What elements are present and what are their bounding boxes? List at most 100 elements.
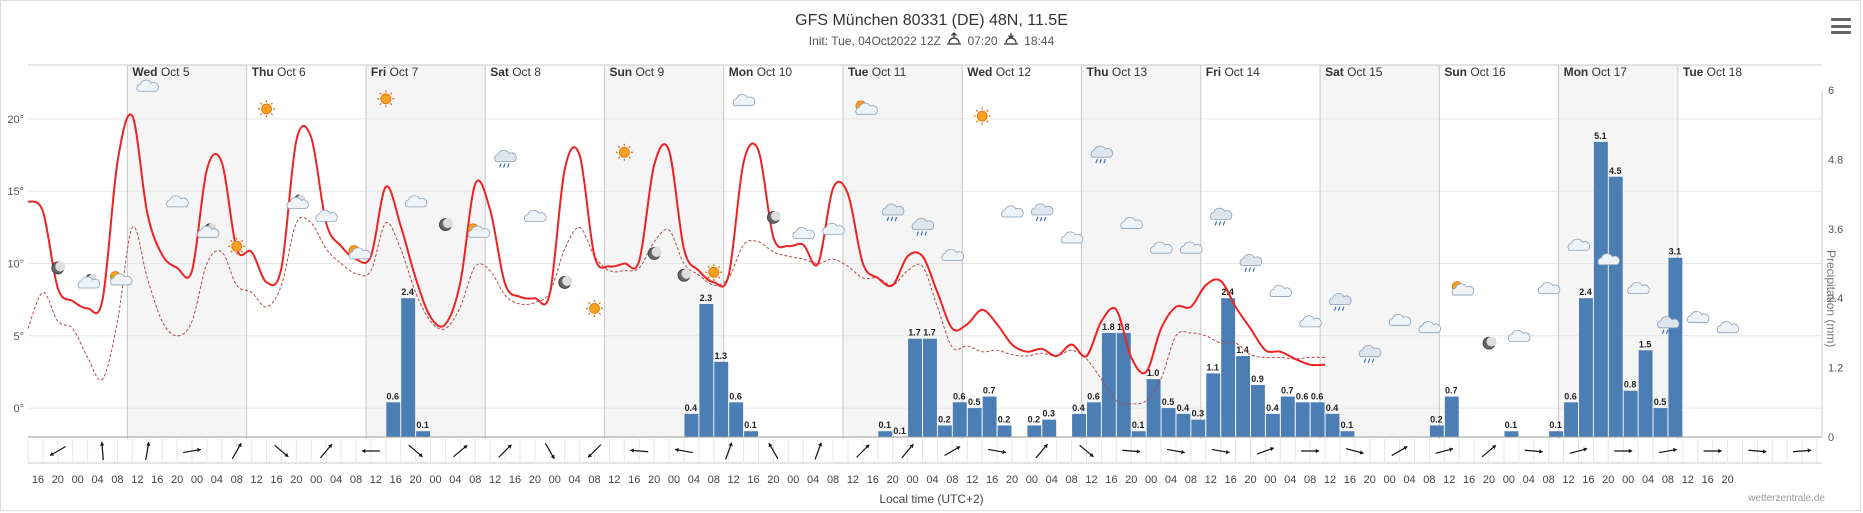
day-band: [843, 65, 963, 437]
sun-cloud-icon: [348, 245, 371, 260]
precip-value-label: 0.6: [1296, 391, 1309, 401]
precip-value-label: 0.1: [744, 420, 757, 430]
wind-arrow-icon: [498, 444, 512, 458]
wind-arrow-icon: [1748, 449, 1767, 454]
cloud-icon: [941, 248, 964, 261]
precip-value-label: 0.4: [685, 403, 698, 413]
day-label: Mon Oct 17: [1564, 65, 1628, 79]
y-tick-label: 10°: [7, 259, 24, 271]
credits-link[interactable]: wetterzentrale.de: [1748, 493, 1825, 504]
precip-bar: [1623, 390, 1638, 437]
wind-arrow-icon: [231, 442, 242, 460]
cloud-icon: [524, 209, 547, 222]
sun-icon: [377, 90, 395, 108]
precip-bar: [744, 431, 759, 437]
precip-value-label: 0.3: [1192, 409, 1205, 419]
precip-bar: [1161, 408, 1176, 437]
precip-bar: [967, 408, 982, 437]
hour-tick-label: 08: [708, 474, 720, 486]
axes: 0° 5° 10° 15° 20° 0 1.2 2.4 3.6 4.8 6 Wed Oct 5 Thu …: [7, 65, 1843, 486]
hour-tick-label: 04: [1284, 474, 1296, 486]
wind-arrow-icon: [901, 443, 914, 459]
hour-tick-label: 20: [648, 474, 660, 486]
cloud-icon: [1001, 205, 1024, 218]
hour-tick-label: 04: [1165, 474, 1177, 486]
y2-axis-title: Precipitation (mm): [1824, 250, 1838, 348]
hour-tick-label: 00: [549, 474, 561, 486]
precip-value-label: 0.7: [1445, 386, 1458, 396]
sun-cloud-icon: [110, 271, 133, 286]
hour-tick-label: 12: [847, 474, 859, 486]
hour-tick-label: 16: [986, 474, 998, 486]
precip-value-label: 0.4: [1266, 403, 1279, 413]
hour-tick-label: 20: [1006, 474, 1018, 486]
precip-value-label: 0.6: [729, 391, 742, 401]
hour-tick-label: 12: [1562, 474, 1574, 486]
sun-icon: [705, 263, 723, 281]
wind-arrow-icon: [1035, 443, 1049, 459]
precip-bar: [1206, 373, 1221, 437]
hamburger-menu-icon[interactable]: [1831, 18, 1851, 34]
precip-bar: [982, 396, 997, 437]
menu-bar: [1831, 24, 1851, 28]
wind-arrow-icon: [1793, 448, 1812, 453]
precip-bar: [908, 338, 923, 437]
precip-value-label: 0.2: [998, 414, 1011, 424]
sun-icon: [586, 299, 604, 317]
precip-value-label: 0.1: [1505, 420, 1518, 430]
rain-icon: [881, 203, 905, 222]
sunset-time: 18:44: [1024, 34, 1055, 48]
precip-value-label: 1.3: [714, 351, 727, 361]
moon-cloud-icon: [197, 223, 220, 238]
precip-bar: [878, 431, 893, 437]
sun-icon: [228, 237, 246, 255]
cloud-icon: [822, 222, 845, 235]
precip-bar: [729, 402, 744, 437]
hour-tick-label: 20: [171, 474, 183, 486]
hour-tick-label: 08: [827, 474, 839, 486]
hour-tick-label: 16: [32, 474, 44, 486]
precip-value-label: 1.1: [1206, 362, 1219, 372]
cloud-icon: [1120, 217, 1143, 229]
precip-value-label: 4.5: [1609, 166, 1622, 176]
hour-tick-label: 00: [1622, 474, 1634, 486]
y-tick-label: 15°: [7, 186, 24, 198]
precip-value-label: 1.5: [1639, 339, 1652, 349]
cloud-icon: [1418, 321, 1442, 334]
precip-bar: [1549, 431, 1564, 437]
hour-tick-label: 20: [1364, 474, 1376, 486]
hour-tick-label: 16: [151, 474, 163, 486]
precip-labels: 0.62.40.10.42.31.30.60.1 0.10.11.7 1.70.20…: [387, 131, 1682, 436]
hour-tick-label: 20: [1721, 474, 1733, 486]
wind-arrow-icon: [49, 445, 66, 457]
hour-tick-label: 08: [469, 474, 481, 486]
precip-bar: [1116, 332, 1131, 437]
day-label: Thu Oct 13: [1087, 65, 1148, 79]
cloud-icon: [1627, 282, 1650, 295]
y2-tick-label: 1.2: [1828, 363, 1843, 375]
precip-value-label: 1.8: [1102, 322, 1115, 332]
day-label: Sun Oct 16: [1444, 65, 1506, 79]
cloud-icon: [1597, 253, 1620, 266]
precip-value-label: 1.0: [1147, 368, 1160, 378]
moon-icon: [647, 247, 662, 260]
hour-tick-label: 04: [1403, 474, 1415, 486]
menu-bar: [1831, 18, 1851, 21]
precip-bar: [1236, 356, 1251, 437]
wind-arrow-icon: [856, 444, 870, 458]
precip-bar: [1444, 396, 1459, 437]
hour-tick-label: 12: [1443, 474, 1455, 486]
precip-value-label: 0.4: [1326, 403, 1339, 413]
y2-tick-label: 3.6: [1828, 224, 1843, 236]
hour-tick-label: 16: [1463, 474, 1475, 486]
precip-value-label: 0.6: [1311, 391, 1324, 401]
hour-tick-label: 12: [489, 474, 501, 486]
precip-bars: [386, 142, 1683, 438]
hour-tick-label: 00: [1264, 474, 1276, 486]
wind-arrow-icon: [453, 444, 468, 458]
hour-tick-label: 00: [1384, 474, 1396, 486]
precip-bar: [1265, 413, 1280, 437]
precip-bar: [937, 425, 952, 437]
precip-value-label: 0.6: [953, 391, 966, 401]
